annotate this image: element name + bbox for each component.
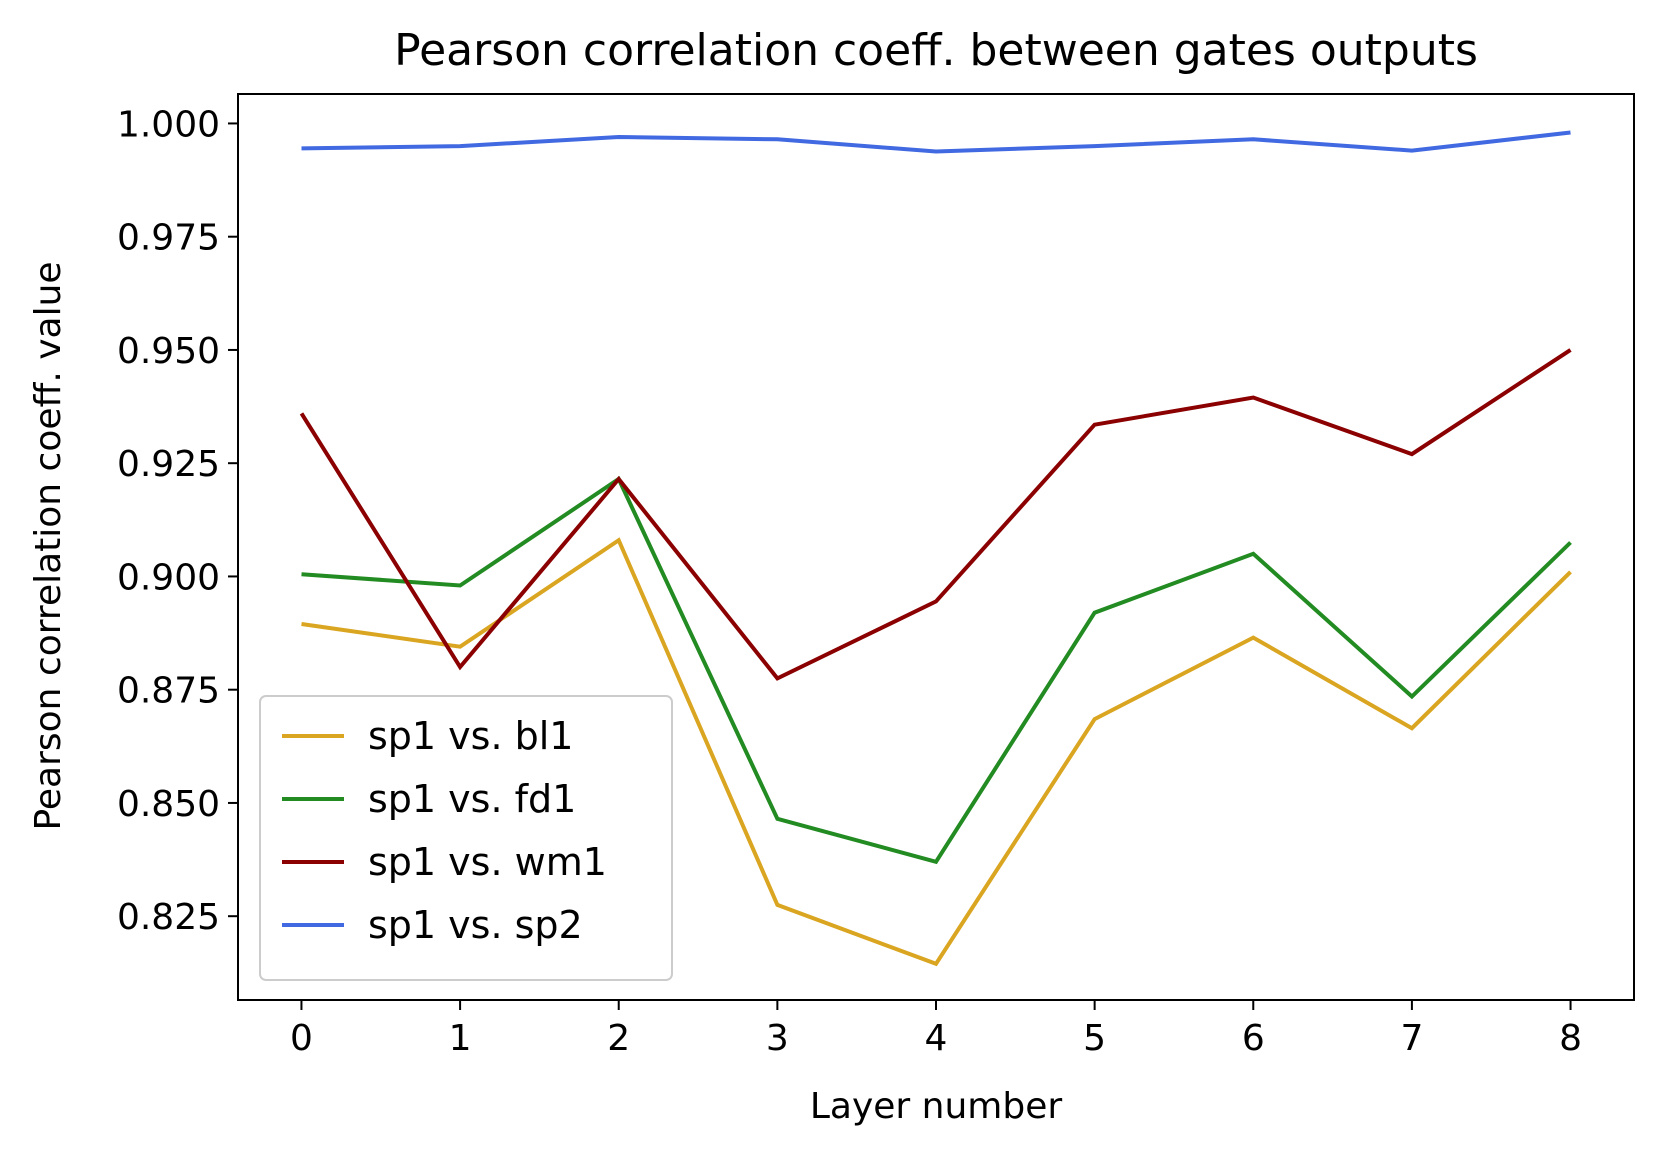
chart-title: Pearson correlation coeff. between gates… [394, 25, 1478, 76]
y-tick-label: 0.875 [117, 671, 220, 712]
x-tick-label: 4 [925, 1018, 948, 1059]
legend-label-1: sp1 vs. bl1 [368, 714, 573, 758]
series-line-3 [299, 348, 1572, 681]
y-tick-label: 0.925 [117, 444, 220, 485]
x-tick-label: 1 [449, 1018, 472, 1059]
legend: sp1 vs. bl1 sp1 vs. fd1 sp1 vs. wm1 sp1 vs.… [259, 695, 673, 981]
plot-frame [237, 93, 1635, 1001]
x-tick-label: 8 [1559, 1018, 1582, 1059]
y-tick-label: 0.825 [117, 897, 220, 938]
x-tick-label: 7 [1400, 1018, 1423, 1059]
legend-label-2: sp1 vs. fd1 [368, 777, 576, 821]
legend-label-3: sp1 vs. wm1 [368, 840, 607, 884]
x-tick-label: 0 [290, 1018, 313, 1059]
y-axis-ticks: 0.825 0.850 0.875 0.900 0.925 0.950 0.975 1.000 [117, 104, 238, 938]
series-line-1 [301, 537, 1572, 967]
y-tick-label: 1.000 [117, 104, 220, 145]
y-axis-label: Pearson correlation coeff. value [28, 261, 69, 830]
y-tick-label: 0.950 [117, 331, 220, 372]
x-tick-label: 3 [766, 1018, 789, 1059]
series-lines [299, 130, 1572, 967]
series-line-4 [301, 130, 1571, 154]
x-axis-label: Layer number [810, 1086, 1063, 1127]
legend-label-4: sp1 vs. sp2 [368, 903, 583, 947]
series-line-2 [301, 476, 1572, 865]
x-tick-label: 5 [1083, 1018, 1106, 1059]
x-axis-ticks: 0 1 2 3 4 5 6 7 8 [290, 1000, 1582, 1059]
x-tick-label: 6 [1242, 1018, 1265, 1059]
x-tick-label: 2 [607, 1018, 630, 1059]
y-tick-label: 0.900 [117, 557, 220, 598]
y-tick-label: 0.975 [117, 218, 220, 259]
y-tick-label: 0.850 [117, 784, 220, 825]
legend-box [259, 695, 673, 981]
